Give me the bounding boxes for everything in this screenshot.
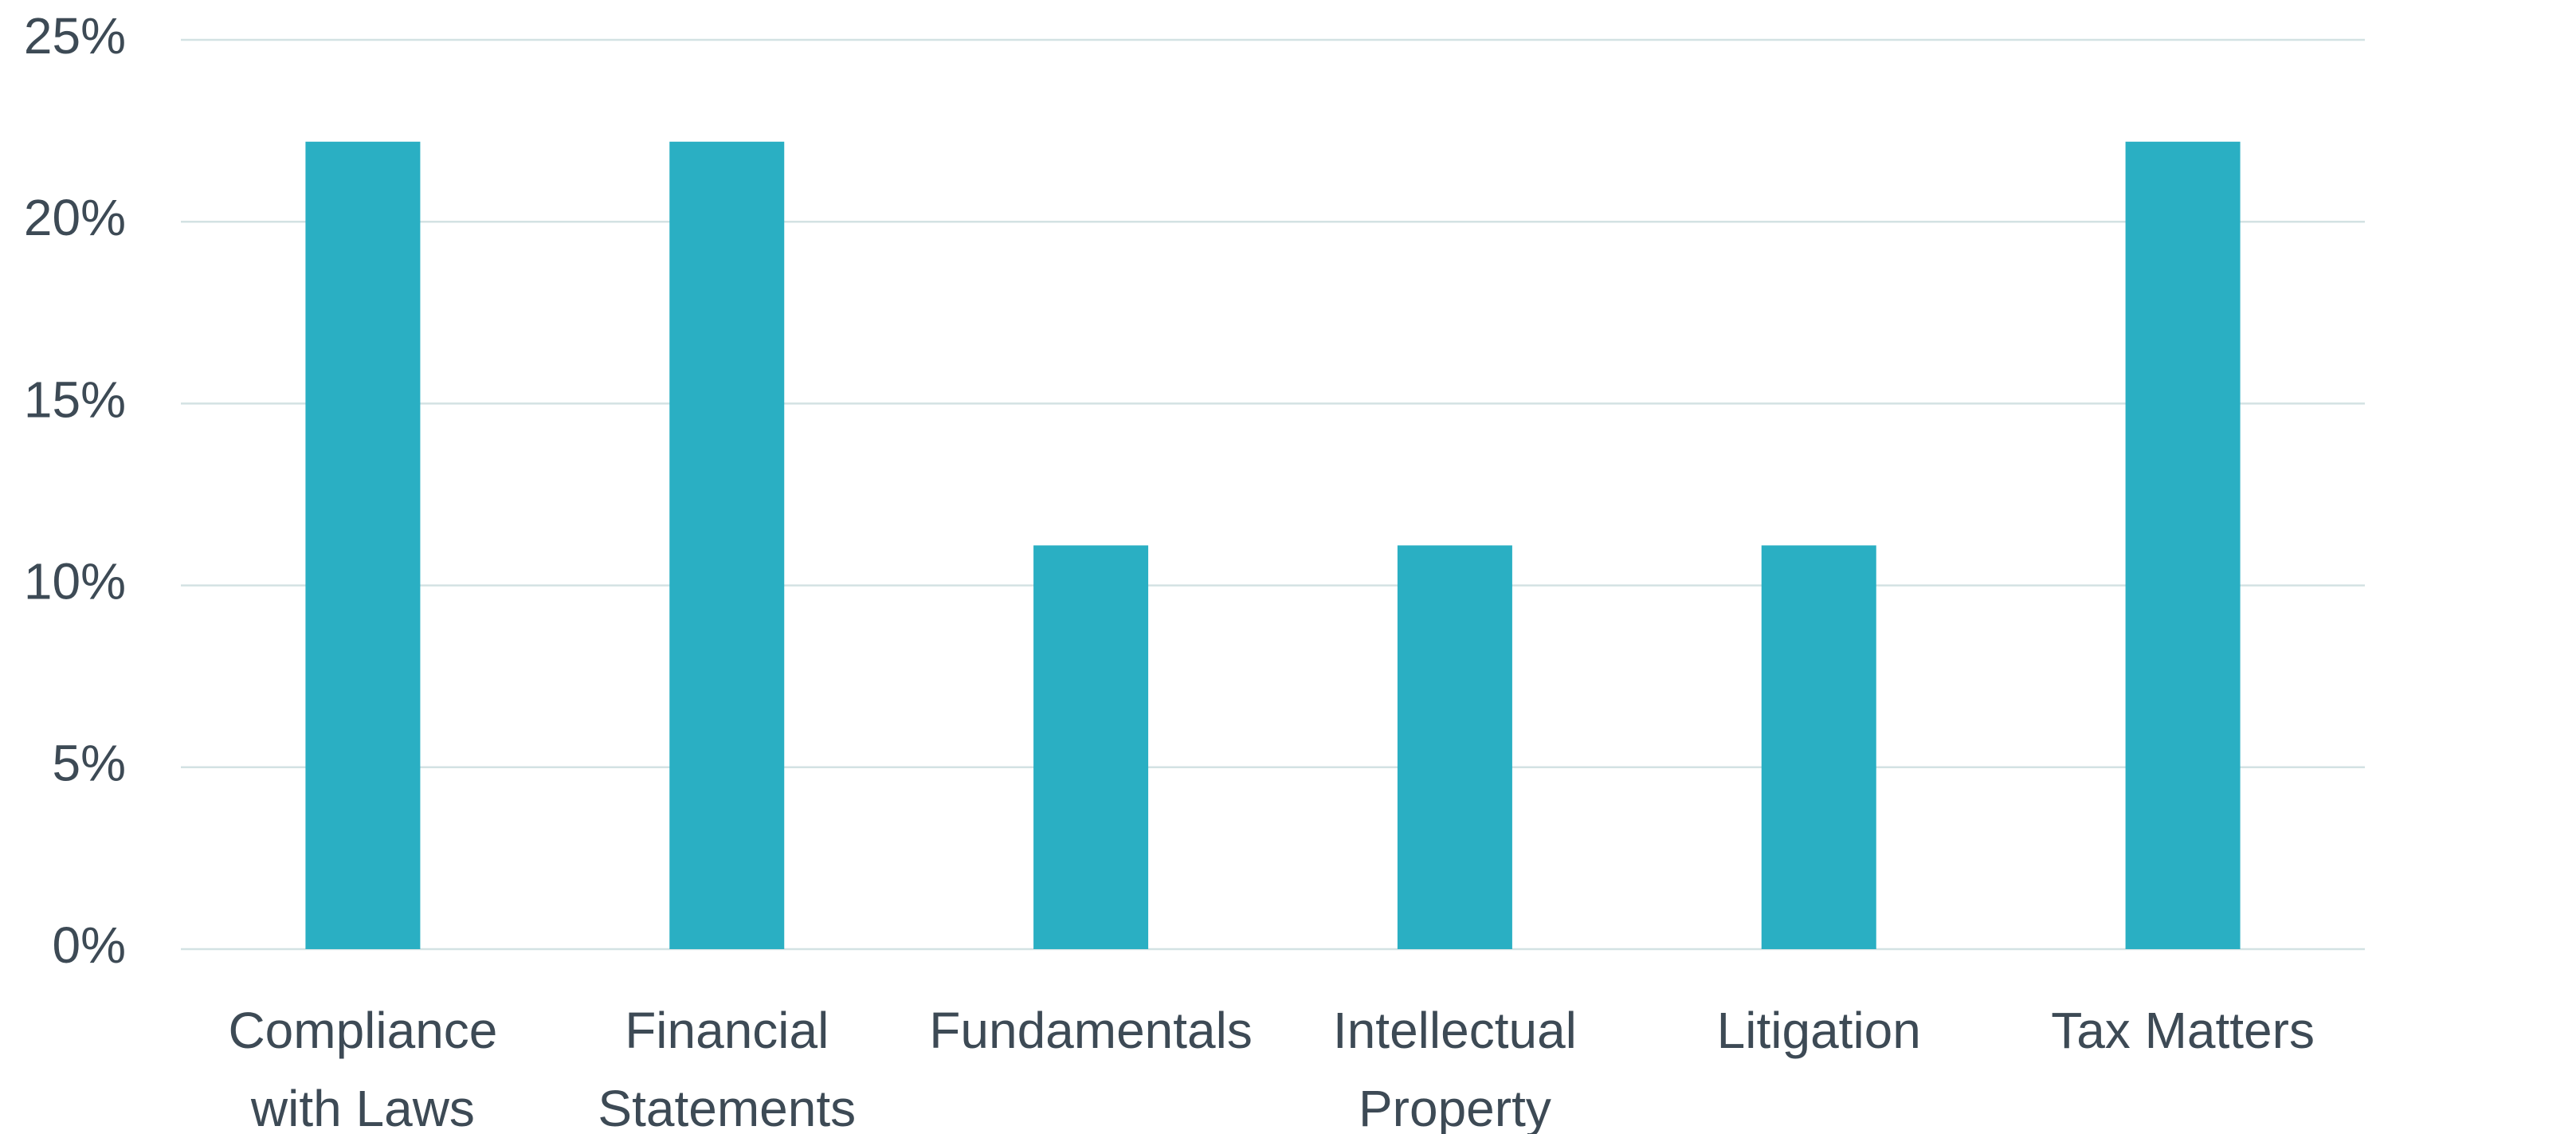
y-tick-label: 15% [24, 371, 126, 428]
bar [1761, 545, 1876, 949]
x-tick-label: Compliance with Laws [228, 1002, 498, 1134]
bar [2125, 141, 2241, 950]
x-tick-label: Financial Statements [598, 1002, 857, 1134]
y-tick-label: 0% [53, 916, 127, 974]
bar [1397, 545, 1512, 949]
y-tick-label: 5% [53, 735, 127, 792]
x-tick-label: Litigation [1716, 1002, 1921, 1059]
y-tick-label: 10% [24, 553, 126, 610]
y-tick-label: 20% [24, 189, 126, 246]
y-tick-label: 25% [24, 7, 126, 65]
x-tick-label: Fundamentals [929, 1002, 1253, 1059]
bar [305, 141, 421, 950]
x-tick-label: Intellectual Property [1332, 1002, 1577, 1134]
bar [1033, 545, 1149, 949]
x-tick-label: Tax Matters [2051, 1002, 2315, 1059]
bar [669, 141, 785, 950]
